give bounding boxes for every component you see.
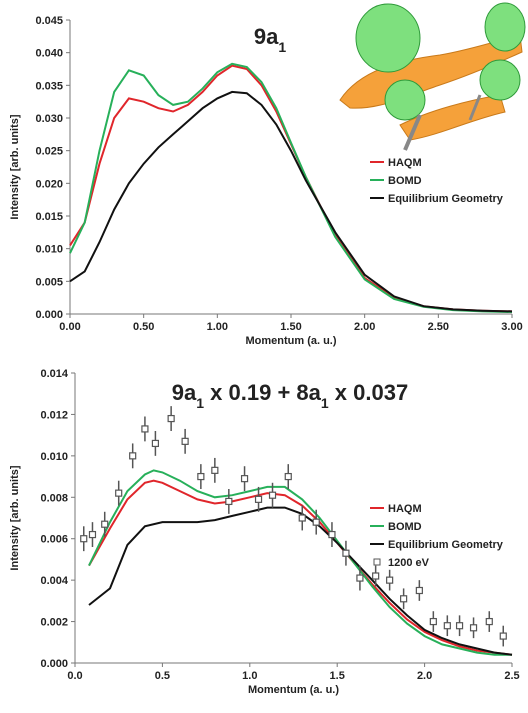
legend-label: Equilibrium Geometry xyxy=(388,539,504,551)
y-tick-label: 0.005 xyxy=(35,276,63,288)
title-part: x 0.19 + 8a xyxy=(204,380,322,405)
legend-label: HAQM xyxy=(388,157,422,169)
data-point xyxy=(386,576,394,584)
data-point xyxy=(197,472,205,481)
legend-label: HAQM xyxy=(388,503,422,515)
series-line xyxy=(88,469,512,656)
data-point xyxy=(455,622,464,630)
legend-label: Equilibrium Geometry xyxy=(388,193,504,205)
data-point xyxy=(181,437,189,445)
title-part: x 0.037 xyxy=(329,380,409,405)
title-part: 1 xyxy=(278,39,286,55)
series-line xyxy=(88,506,513,656)
data-point xyxy=(115,489,123,497)
y-tick-label: 0.010 xyxy=(35,244,63,256)
x-tick-label: 1.00 xyxy=(207,321,228,333)
data-point xyxy=(415,586,423,595)
data-point xyxy=(342,549,350,557)
x-axis-label: Momentum (a. u.) xyxy=(245,335,336,347)
data-point xyxy=(211,466,219,474)
data-point xyxy=(356,574,364,582)
data-point xyxy=(499,632,507,640)
y-tick-label: 0.002 xyxy=(40,617,68,629)
y-tick-label: 0.040 xyxy=(35,48,63,60)
molecule-illustration xyxy=(339,2,526,151)
x-tick-label: 1.5 xyxy=(330,670,345,682)
y-tick-label: 0.020 xyxy=(35,178,63,190)
y-axis-label: Intensity [arb. units] xyxy=(9,114,21,219)
x-tick-label: 1.50 xyxy=(280,321,301,333)
data-point xyxy=(254,495,263,503)
series-line xyxy=(69,64,513,313)
x-tick-label: 2.5 xyxy=(504,670,519,682)
y-tick-label: 0.045 xyxy=(35,15,63,27)
y-tick-label: 0.006 xyxy=(40,534,68,546)
x-tick-label: 2.00 xyxy=(354,321,375,333)
title-part: 1 xyxy=(196,395,204,411)
series-line xyxy=(69,62,513,313)
chart-title: 9a1 x 0.19 + 8a1 x 0.037 xyxy=(172,380,408,411)
y-tick-label: 0.012 xyxy=(40,409,68,421)
data-point xyxy=(443,622,451,630)
data-point xyxy=(469,624,478,632)
y-tick-label: 0.025 xyxy=(35,146,63,158)
y-tick-label: 0.015 xyxy=(35,211,63,223)
y-tick-label: 0.010 xyxy=(40,451,68,463)
data-point xyxy=(240,475,249,483)
series-line xyxy=(69,90,513,313)
x-tick-label: 2.50 xyxy=(428,321,449,333)
data-point xyxy=(225,497,233,506)
data-point xyxy=(141,425,149,433)
data-point xyxy=(80,535,88,543)
y-axis-label: Intensity [arb. units] xyxy=(9,465,21,570)
x-tick-label: 0.0 xyxy=(67,670,82,682)
legend-label: BOMD xyxy=(388,521,422,533)
data-point xyxy=(328,530,336,539)
title-part: 9a xyxy=(254,24,279,49)
data-point xyxy=(485,617,493,626)
series-line xyxy=(88,479,513,656)
y-tick-label: 0.030 xyxy=(35,113,63,125)
x-tick-label: 1.0 xyxy=(242,670,257,682)
data-point xyxy=(167,414,175,423)
data-point xyxy=(101,520,109,528)
legend-marker xyxy=(373,558,381,566)
y-tick-label: 0.014 xyxy=(40,368,68,380)
chart-title: 9a1 xyxy=(254,24,286,55)
legend-label: BOMD xyxy=(388,175,422,187)
data-point xyxy=(312,518,320,526)
data-point xyxy=(298,514,306,522)
data-point xyxy=(151,439,160,448)
x-axis-label: Momentum (a. u.) xyxy=(248,684,339,696)
x-tick-label: 3.00 xyxy=(501,321,522,333)
x-tick-label: 0.00 xyxy=(59,321,80,333)
data-point xyxy=(429,617,437,626)
data-point xyxy=(400,595,408,603)
x-tick-label: 2.0 xyxy=(417,670,432,682)
x-tick-label: 0.50 xyxy=(133,321,154,333)
title-part: 1 xyxy=(321,395,329,411)
data-point xyxy=(268,491,277,499)
data-point xyxy=(372,572,380,580)
data-point xyxy=(284,472,292,481)
legend-label: 1200 eV xyxy=(388,557,430,569)
y-tick-label: 0.008 xyxy=(40,492,68,504)
y-tick-label: 0.004 xyxy=(40,575,68,587)
y-tick-label: 0.035 xyxy=(35,80,63,92)
y-tick-label: 0.000 xyxy=(40,658,68,670)
data-point xyxy=(88,530,97,539)
x-tick-label: 0.5 xyxy=(155,670,170,682)
y-tick-label: 0.000 xyxy=(35,309,63,321)
data-point xyxy=(129,452,137,460)
title-part: 9a xyxy=(172,380,197,405)
